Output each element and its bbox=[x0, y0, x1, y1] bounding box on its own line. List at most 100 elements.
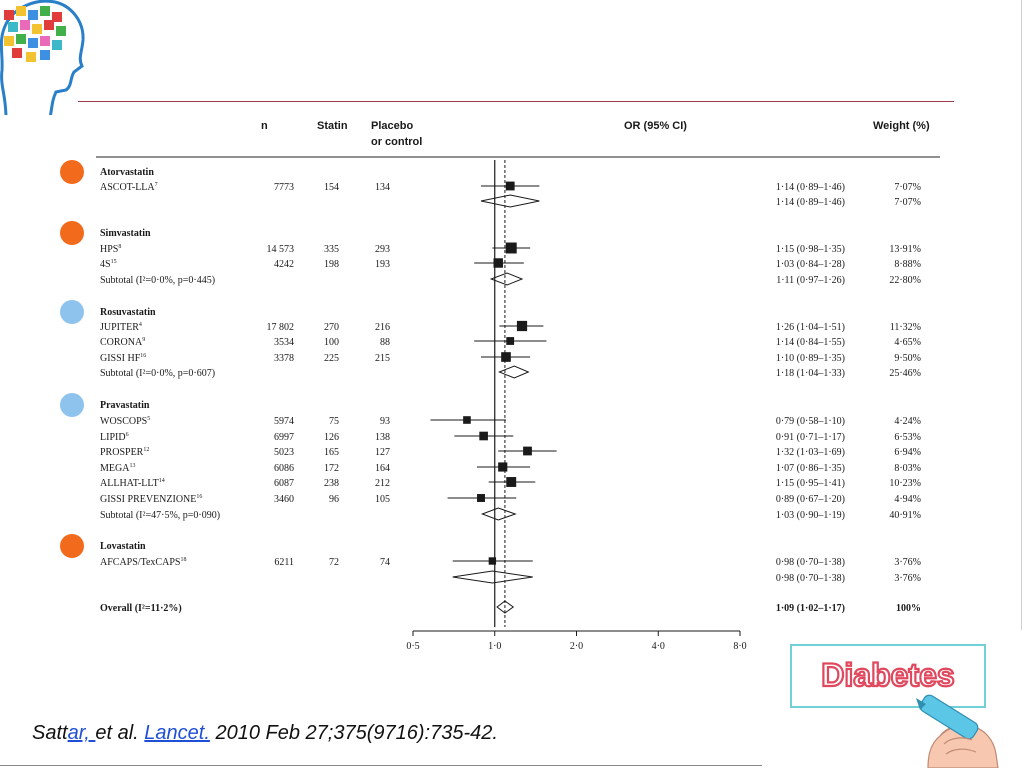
label-text: 4S bbox=[100, 259, 111, 270]
study-estimate-marker bbox=[516, 320, 528, 332]
statin-value: 172 bbox=[324, 463, 339, 474]
group-bullet bbox=[60, 300, 84, 324]
study-label: JUPITER4 bbox=[100, 322, 142, 333]
weight-value: 8·88% bbox=[894, 259, 921, 270]
column-headers: n Statin Placebo or control OR (95% CI) … bbox=[96, 120, 940, 158]
label-text: CORONA bbox=[100, 337, 143, 348]
study-label: HPS8 bbox=[100, 244, 121, 255]
placebo-value: 93 bbox=[380, 416, 390, 427]
placebo-value: 134 bbox=[375, 182, 390, 193]
label-text: LIPID bbox=[100, 432, 126, 443]
study-estimate-marker bbox=[506, 337, 515, 345]
group-label: Rosuvastatin bbox=[100, 307, 156, 318]
col-statin-header: Statin bbox=[317, 120, 348, 132]
study-estimate-marker bbox=[463, 416, 471, 424]
n-value: 6997 bbox=[274, 432, 294, 443]
subtotal-diamond bbox=[480, 507, 517, 521]
reference-superscript: 8 bbox=[118, 244, 121, 250]
diabetes-marker-illustration: Diabetes bbox=[790, 644, 999, 768]
reference-superscript: 18 bbox=[180, 557, 186, 563]
study-label: GISSI PREVENZIONE16 bbox=[100, 494, 202, 505]
subtotal-diamond bbox=[480, 194, 540, 208]
whiteboard bbox=[790, 644, 986, 708]
statin-value: 96 bbox=[329, 494, 339, 505]
study-estimate-marker bbox=[505, 181, 515, 191]
weight-value: 3·76% bbox=[894, 557, 921, 568]
weight-value: 6·53% bbox=[894, 432, 921, 443]
statin-value: 75 bbox=[329, 416, 339, 427]
placebo-value: 138 bbox=[375, 432, 390, 443]
weight-value: 7·07% bbox=[894, 182, 921, 193]
reference-superscript: 13 bbox=[129, 463, 135, 469]
weight-value: 100% bbox=[896, 603, 921, 614]
weight-value: 25·46% bbox=[889, 368, 921, 379]
placebo-value: 105 bbox=[375, 494, 390, 505]
label-text: ASCOT-LLA bbox=[100, 182, 155, 193]
statin-value: 270 bbox=[324, 322, 339, 333]
label-text: Subtotal (I²=0·0%, p=0·445) bbox=[100, 275, 215, 286]
label-text: PROSPER bbox=[100, 447, 144, 458]
weight-value: 13·91% bbox=[889, 244, 921, 255]
reference-superscript: 16 bbox=[140, 353, 146, 359]
n-value: 5974 bbox=[274, 416, 294, 427]
label-text: GISSI PREVENZIONE bbox=[100, 494, 196, 505]
n-value: 17 802 bbox=[267, 322, 295, 333]
study-label: ALLHAT-LLT14 bbox=[100, 478, 165, 489]
n-value: 5023 bbox=[274, 447, 294, 458]
statin-value: 225 bbox=[324, 353, 339, 364]
placebo-value: 216 bbox=[375, 322, 390, 333]
label-text: AFCAPS/TexCAPS bbox=[100, 557, 180, 568]
group-bullet bbox=[60, 393, 84, 417]
x-tick-label: 8·0 bbox=[733, 641, 746, 652]
citation-journal-link[interactable]: Lancet. bbox=[144, 722, 210, 744]
study-estimate-marker bbox=[479, 431, 488, 441]
weight-value: 7·07% bbox=[894, 197, 921, 208]
or-ci-value: 1·03 (0·90–1·19) bbox=[776, 510, 845, 521]
statin-value: 238 bbox=[324, 478, 339, 489]
group-label: Atorvastatin bbox=[100, 167, 154, 178]
or-ci-value: 1·15 (0·98–1·35) bbox=[776, 244, 845, 255]
study-label: 4S15 bbox=[100, 259, 117, 270]
title-rule bbox=[78, 101, 954, 102]
study-label: GISSI HF16 bbox=[100, 353, 146, 364]
weight-value: 11·32% bbox=[890, 322, 921, 333]
study-estimate-marker bbox=[477, 494, 485, 502]
weight-value: 22·80% bbox=[889, 275, 921, 286]
group-label: Lovastatin bbox=[100, 541, 146, 552]
col-placebo-header-2: or control bbox=[371, 136, 422, 148]
label-text: Subtotal (I²=47·5%, p=0·090) bbox=[100, 510, 220, 521]
n-value: 3378 bbox=[274, 353, 294, 364]
subtotal-label: Subtotal (I²=47·5%, p=0·090) bbox=[100, 510, 220, 521]
group-label: Pravastatin bbox=[100, 400, 150, 411]
reference-superscript: 9 bbox=[142, 337, 145, 343]
n-value: 3460 bbox=[274, 494, 294, 505]
n-value: 6087 bbox=[274, 478, 294, 489]
weight-value: 3·76% bbox=[894, 573, 921, 584]
study-estimate-marker bbox=[501, 352, 511, 362]
reference-superscript: 15 bbox=[111, 259, 117, 265]
diabetes-label: Diabetes bbox=[821, 657, 954, 693]
group-bullet bbox=[60, 160, 84, 184]
study-estimate-marker bbox=[505, 242, 517, 254]
weight-value: 9·50% bbox=[894, 353, 921, 364]
placebo-value: 193 bbox=[375, 259, 390, 270]
weight-value: 10·23% bbox=[889, 478, 921, 489]
hand-with-marker bbox=[916, 694, 999, 768]
statin-value: 165 bbox=[324, 447, 339, 458]
label-text: WOSCOPS bbox=[100, 416, 147, 427]
x-tick-label: 4·0 bbox=[652, 641, 665, 652]
weight-value: 4·94% bbox=[894, 494, 921, 505]
placebo-value: 164 bbox=[375, 463, 390, 474]
reference-superscript: 12 bbox=[143, 447, 149, 453]
placebo-value: 293 bbox=[375, 244, 390, 255]
reference-superscript: 16 bbox=[196, 494, 202, 500]
subtotal-diamond bbox=[498, 365, 530, 379]
or-ci-value: 1·18 (1·04–1·33) bbox=[776, 368, 845, 379]
label-text: Subtotal (I²=0·0%, p=0·607) bbox=[100, 368, 215, 379]
n-value: 14 573 bbox=[267, 244, 295, 255]
study-estimate-marker bbox=[523, 446, 532, 456]
citation-author-link[interactable]: ar, bbox=[67, 722, 96, 744]
weight-value: 4·65% bbox=[894, 337, 921, 348]
